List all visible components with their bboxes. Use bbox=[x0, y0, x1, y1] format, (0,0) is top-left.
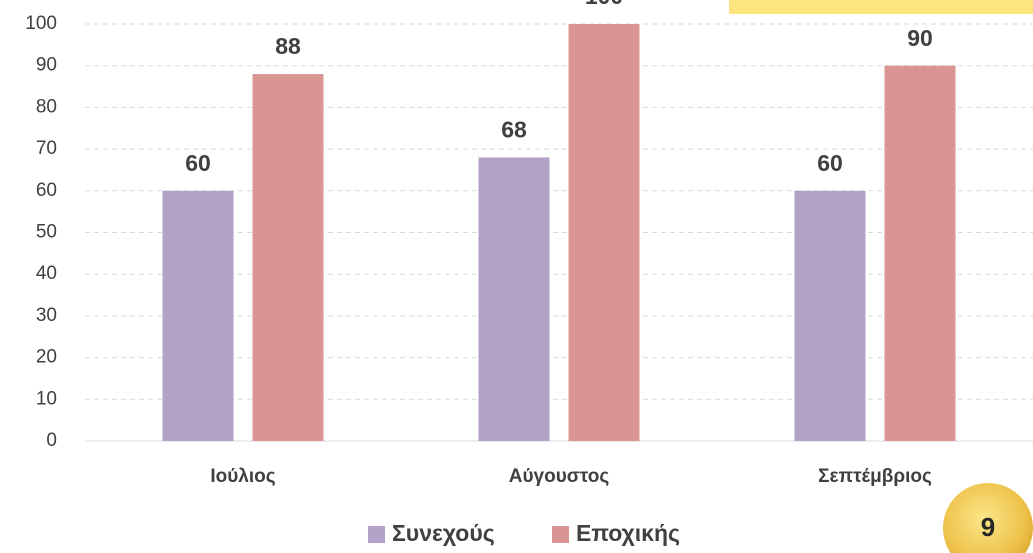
legend-swatch bbox=[552, 526, 569, 543]
legend-swatch bbox=[368, 526, 385, 543]
legend-label: Συνεχούς bbox=[392, 520, 495, 546]
x-tick-label: Ιούλιος bbox=[210, 466, 275, 487]
legend-label: Εποχικής bbox=[576, 520, 680, 546]
y-tick-label: 20 bbox=[36, 347, 57, 368]
bar bbox=[162, 190, 234, 441]
y-tick-label: 50 bbox=[36, 222, 57, 243]
value-label: 100 bbox=[585, 0, 623, 9]
y-tick-label: 0 bbox=[46, 430, 57, 451]
value-label: 68 bbox=[501, 117, 527, 143]
bar bbox=[884, 65, 956, 441]
x-tick-label: Αύγουστος bbox=[509, 466, 610, 487]
decor-bar bbox=[729, 0, 1033, 14]
page-badge bbox=[943, 483, 1033, 553]
y-tick-label: 30 bbox=[36, 305, 57, 326]
y-tick-label: 60 bbox=[36, 180, 57, 201]
y-tick-label: 100 bbox=[25, 13, 57, 34]
y-tick-label: 90 bbox=[36, 55, 57, 76]
y-tick-label: 80 bbox=[36, 96, 57, 117]
y-tick-label: 70 bbox=[36, 138, 57, 159]
bar bbox=[794, 190, 866, 441]
y-tick-label: 40 bbox=[36, 263, 57, 284]
x-tick-label: Σεπτέμβριος bbox=[818, 466, 932, 487]
chart: 0 10 20 30 40 50 60 70 80 90 100 Ιούλιος 60 88 Αύγουστ… bbox=[25, 0, 1033, 546]
value-label: 60 bbox=[185, 150, 211, 176]
bar bbox=[478, 157, 550, 441]
page-number: 9 bbox=[981, 512, 995, 542]
bar bbox=[568, 24, 640, 441]
value-label: 60 bbox=[817, 150, 843, 176]
value-label: 90 bbox=[907, 25, 933, 51]
y-tick-label: 10 bbox=[36, 388, 57, 409]
value-label: 88 bbox=[275, 33, 301, 59]
bar bbox=[252, 74, 324, 441]
